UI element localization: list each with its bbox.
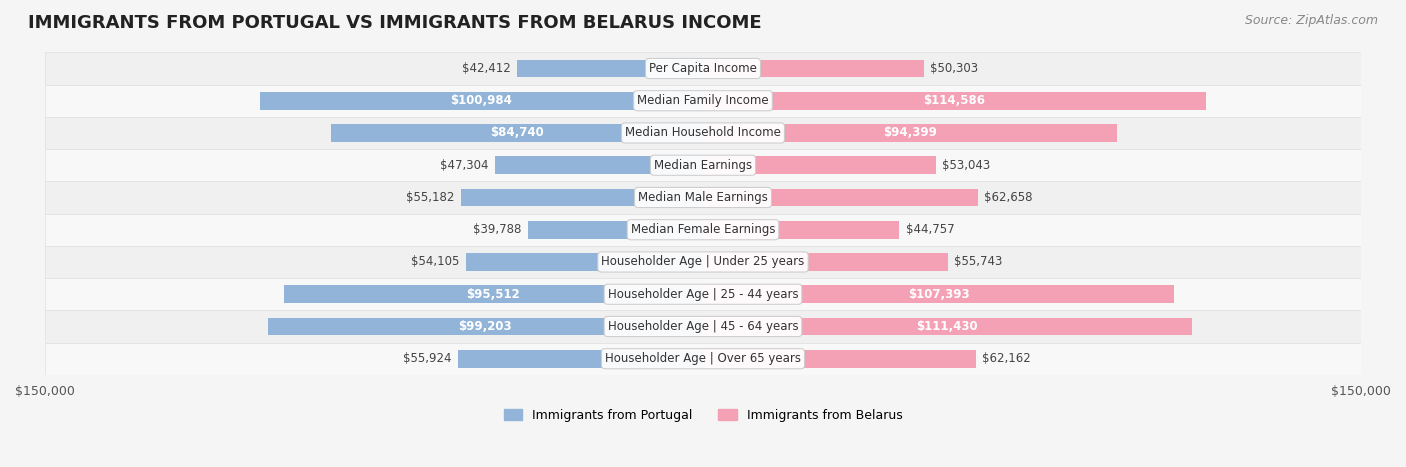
Text: $100,984: $100,984 [450,94,512,107]
Bar [703,60,924,78]
Bar [703,189,979,206]
FancyBboxPatch shape [45,52,1361,85]
Text: $84,740: $84,740 [491,127,544,140]
Text: Householder Age | 25 - 44 years: Householder Age | 25 - 44 years [607,288,799,301]
Text: $107,393: $107,393 [908,288,969,301]
Text: Per Capita Income: Per Capita Income [650,62,756,75]
Bar [703,156,936,174]
Bar [703,221,900,239]
Bar [267,318,703,335]
FancyBboxPatch shape [45,343,1361,375]
Text: $44,757: $44,757 [905,223,955,236]
Text: $39,788: $39,788 [474,223,522,236]
Bar [529,221,703,239]
Text: $55,924: $55,924 [402,352,451,365]
Bar [260,92,703,110]
Text: IMMIGRANTS FROM PORTUGAL VS IMMIGRANTS FROM BELARUS INCOME: IMMIGRANTS FROM PORTUGAL VS IMMIGRANTS F… [28,14,762,32]
Text: $62,162: $62,162 [983,352,1031,365]
Bar [495,156,703,174]
Text: $47,304: $47,304 [440,159,489,172]
Text: $42,412: $42,412 [461,62,510,75]
Legend: Immigrants from Portugal, Immigrants from Belarus: Immigrants from Portugal, Immigrants fro… [499,403,907,427]
Bar [284,285,703,303]
Text: Median Family Income: Median Family Income [637,94,769,107]
Bar [517,60,703,78]
Text: $50,303: $50,303 [931,62,979,75]
Bar [703,350,976,368]
Text: $55,743: $55,743 [955,255,1002,269]
Text: $94,399: $94,399 [883,127,936,140]
Text: $55,182: $55,182 [406,191,454,204]
FancyBboxPatch shape [45,246,1361,278]
Bar [703,253,948,271]
Text: Median Male Earnings: Median Male Earnings [638,191,768,204]
Text: $114,586: $114,586 [924,94,986,107]
Bar [461,189,703,206]
Bar [703,285,1174,303]
FancyBboxPatch shape [45,85,1361,117]
Text: Median Earnings: Median Earnings [654,159,752,172]
Bar [458,350,703,368]
Text: $95,512: $95,512 [467,288,520,301]
FancyBboxPatch shape [45,181,1361,213]
FancyBboxPatch shape [45,117,1361,149]
Text: $62,658: $62,658 [984,191,1033,204]
Bar [703,318,1192,335]
Text: $54,105: $54,105 [411,255,458,269]
Bar [703,92,1206,110]
FancyBboxPatch shape [45,149,1361,181]
Bar [703,124,1118,142]
FancyBboxPatch shape [45,213,1361,246]
Bar [465,253,703,271]
Bar [332,124,703,142]
Text: $111,430: $111,430 [917,320,979,333]
Text: Source: ZipAtlas.com: Source: ZipAtlas.com [1244,14,1378,27]
FancyBboxPatch shape [45,311,1361,343]
Text: Householder Age | Under 25 years: Householder Age | Under 25 years [602,255,804,269]
Text: Householder Age | Over 65 years: Householder Age | Over 65 years [605,352,801,365]
Text: $99,203: $99,203 [458,320,512,333]
Text: Median Female Earnings: Median Female Earnings [631,223,775,236]
Text: Householder Age | 45 - 64 years: Householder Age | 45 - 64 years [607,320,799,333]
Text: $53,043: $53,043 [942,159,991,172]
Text: Median Household Income: Median Household Income [626,127,780,140]
FancyBboxPatch shape [45,278,1361,311]
